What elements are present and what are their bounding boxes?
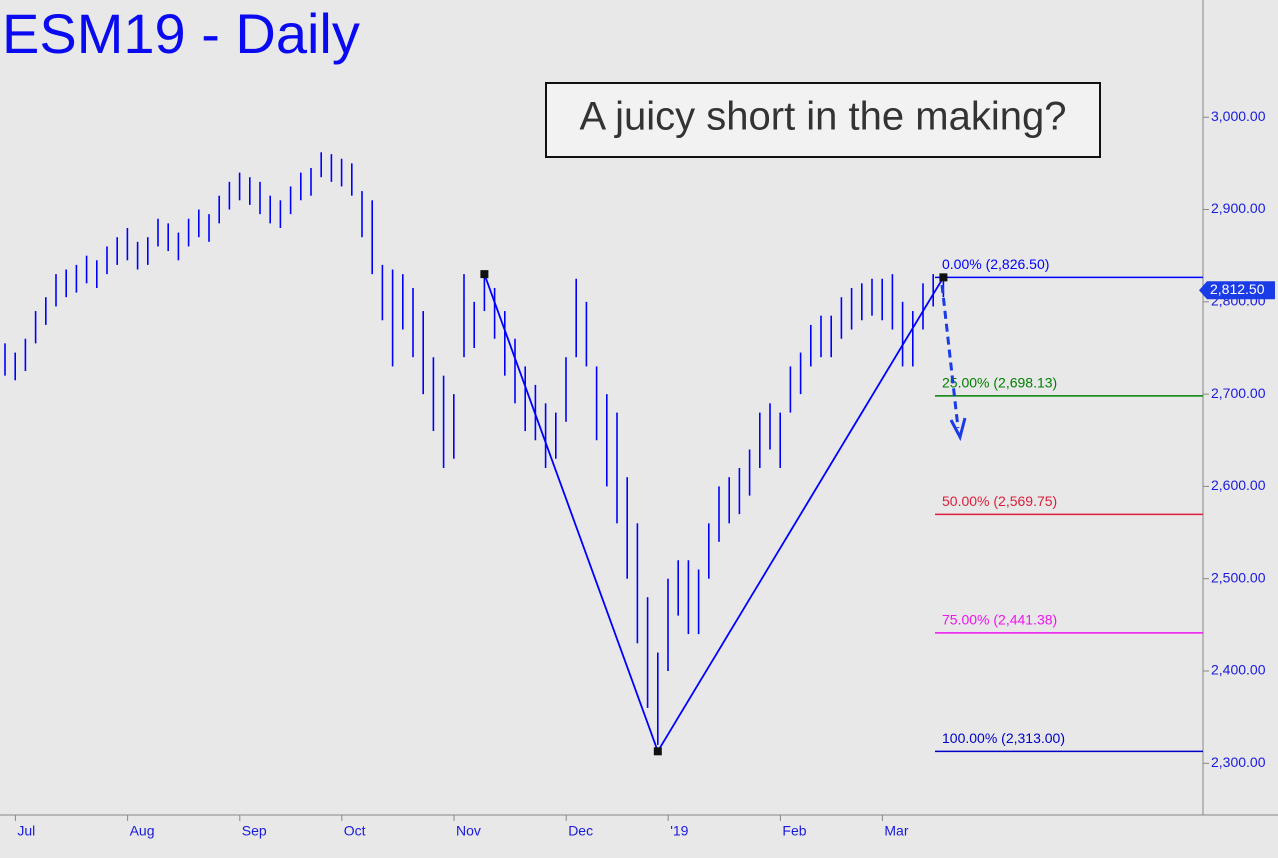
x-tick-label: Mar <box>884 823 908 839</box>
fib-label: 50.00% (2,569.75) <box>942 493 1057 509</box>
y-tick-label: 2,300.00 <box>1211 754 1266 770</box>
x-tick-label: Jul <box>17 823 35 839</box>
y-tick-label: 2,500.00 <box>1211 569 1266 585</box>
annotation-box <box>545 82 1101 158</box>
annotation: A juicy short in the making? <box>580 95 1067 139</box>
y-tick-label: 2,600.00 <box>1211 477 1266 493</box>
chart-title: ESM19 - Daily <box>2 2 360 65</box>
y-tick-label: 3,000.00 <box>1211 108 1266 124</box>
projection-arrow <box>940 284 960 429</box>
swing-point <box>480 270 489 279</box>
y-tick-label: 2,900.00 <box>1211 200 1266 216</box>
last-price-label: 2,812.50 <box>1210 281 1265 297</box>
x-tick-label: Dec <box>568 823 593 839</box>
x-tick-label: '19 <box>670 823 688 839</box>
x-tick-label: Sep <box>242 823 267 839</box>
x-tick-label: Oct <box>344 823 366 839</box>
arrow-head <box>949 417 967 442</box>
fib-label: 25.00% (2,698.13) <box>942 375 1057 391</box>
swing-line <box>483 273 945 754</box>
fib-label: 75.00% (2,441.38) <box>942 612 1057 628</box>
y-tick-label: 2,700.00 <box>1211 385 1266 401</box>
fib-label: 100.00% (2,313.00) <box>942 730 1065 746</box>
x-tick-label: Aug <box>130 823 155 839</box>
swing-point <box>939 273 948 282</box>
last-price-marker <box>1199 281 1275 300</box>
x-tick-label: Feb <box>782 823 806 839</box>
fib-label: 0.00% (2,826.50) <box>942 256 1049 272</box>
swing-point <box>653 747 662 756</box>
x-tick-label: Nov <box>456 823 481 839</box>
y-tick-label: 2,400.00 <box>1211 662 1266 678</box>
